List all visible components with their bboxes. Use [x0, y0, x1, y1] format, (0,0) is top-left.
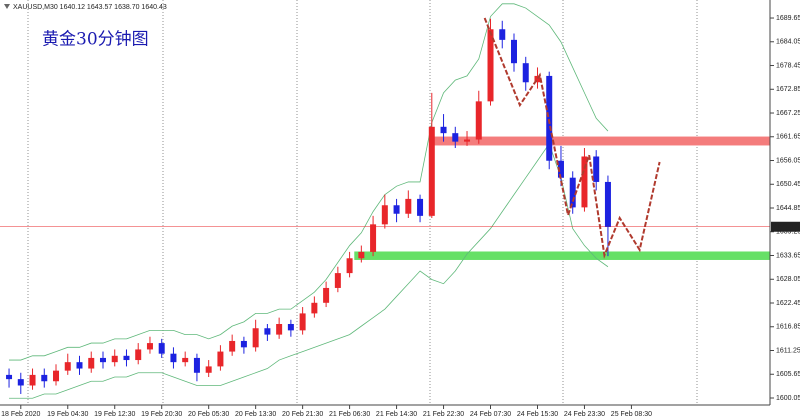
candle-body [569, 177, 576, 208]
y-tick-label: 1600.05 [776, 395, 800, 402]
candle-body [29, 374, 36, 386]
candle-body [264, 328, 271, 335]
y-tick-label: 1633.65 [776, 252, 800, 259]
candle-body [182, 357, 189, 363]
y-tick-label: 1656.05 [776, 157, 800, 164]
x-tick-label: 19 Feb 20:30 [141, 411, 182, 418]
candle-body [417, 198, 424, 216]
bollinger-band [9, 142, 609, 399]
candle-body [499, 29, 506, 40]
x-tick-label: 19 Feb 12:30 [94, 411, 135, 418]
x-tick-label: 24 Feb 15:30 [517, 411, 558, 418]
candle-body [428, 126, 435, 216]
chart-title: 黄金30分钟图 [42, 30, 149, 50]
price-zone [354, 251, 770, 260]
candle-body [593, 156, 600, 182]
candle-body [581, 156, 588, 208]
x-tick-label: 20 Feb 13:30 [235, 411, 276, 418]
candle-body [370, 224, 377, 252]
candle-body [240, 340, 247, 348]
menu-icon[interactable] [4, 4, 10, 9]
candle-body [287, 324, 294, 331]
candle-body [452, 133, 459, 142]
candle-body [311, 302, 318, 314]
y-tick-label: 1628.05 [776, 276, 800, 283]
candle-body [158, 343, 165, 354]
x-tick-label: 21 Feb 14:30 [376, 411, 417, 418]
y-tick-label: 1672.85 [776, 86, 800, 93]
chart-header: XAUUSD,M30 1640.12 1643.57 1638.70 1640.… [13, 4, 167, 11]
candle-body [487, 29, 494, 102]
y-tick-label: 1678.45 [776, 62, 800, 69]
candle-body [334, 273, 341, 288]
x-tick-label: 20 Feb 05:30 [188, 411, 229, 418]
y-tick-label: 1639.25 [776, 229, 800, 236]
candle-body [217, 351, 224, 367]
x-tick-label: 24 Feb 07:30 [470, 411, 511, 418]
y-tick-label: 1605.65 [776, 371, 800, 378]
candle-body [323, 287, 330, 303]
candle-body [510, 39, 517, 64]
candle-body [557, 160, 564, 178]
candle-body [299, 313, 306, 331]
candle-body [229, 340, 236, 352]
y-tick-label: 1611.25 [776, 347, 800, 354]
plot [0, 3, 770, 399]
x-tick-label: 19 Feb 04:30 [47, 411, 88, 418]
y-tick-label: 1689.65 [776, 15, 800, 22]
x-tick-label: 21 Feb 22:30 [423, 411, 464, 418]
candle-body [440, 126, 447, 134]
candle-body [17, 379, 24, 386]
candle-body [111, 355, 118, 363]
candle-body [346, 258, 353, 274]
x-tick-label: 24 Feb 23:30 [564, 411, 605, 418]
y-tick-label: 1616.85 [776, 324, 800, 331]
y-tick-label: 1661.65 [776, 134, 800, 141]
candle-body [123, 355, 130, 361]
candle-body [393, 205, 400, 214]
candle-body [53, 370, 60, 382]
candle-body [534, 75, 541, 83]
bollinger-band [9, 3, 609, 361]
candle-body [135, 349, 142, 361]
candle-body [88, 357, 95, 369]
candle-body [604, 181, 611, 227]
forecast-path [483, 17, 661, 260]
candle-body [146, 343, 153, 350]
last-price-label: 1640.43 [774, 224, 799, 231]
candle-body [358, 251, 365, 259]
candle-body [170, 353, 177, 363]
candle-body [276, 324, 283, 335]
y-tick-label: 1650.45 [776, 181, 800, 188]
candle-body [546, 75, 553, 161]
x-tick-label: 21 Feb 06:30 [329, 411, 370, 418]
candle-body [475, 101, 482, 140]
x-tick-label: 18 Feb 2020 [1, 411, 40, 418]
candle-body [41, 374, 48, 382]
y-tick-label: 1667.25 [776, 110, 800, 117]
x-tick-label: 25 Feb 08:30 [611, 411, 652, 418]
y-tick-label: 1644.85 [776, 205, 800, 212]
x-tick-label: 20 Feb 21:30 [282, 411, 323, 418]
candle-body [252, 328, 259, 348]
candle-body [64, 362, 71, 371]
candle-body [522, 63, 529, 83]
candle-body [193, 357, 200, 373]
y-tick-label: 1684.05 [776, 39, 800, 46]
candle-body [464, 139, 471, 142]
candle-body [6, 374, 13, 380]
candle-body [405, 198, 412, 214]
candle-body [76, 362, 83, 369]
y-tick-label: 1622.45 [776, 300, 800, 307]
candle-body [99, 357, 106, 363]
candle-body [205, 366, 212, 373]
price-zone [429, 136, 770, 146]
last-price-box [771, 221, 800, 232]
candle-body [381, 205, 388, 225]
